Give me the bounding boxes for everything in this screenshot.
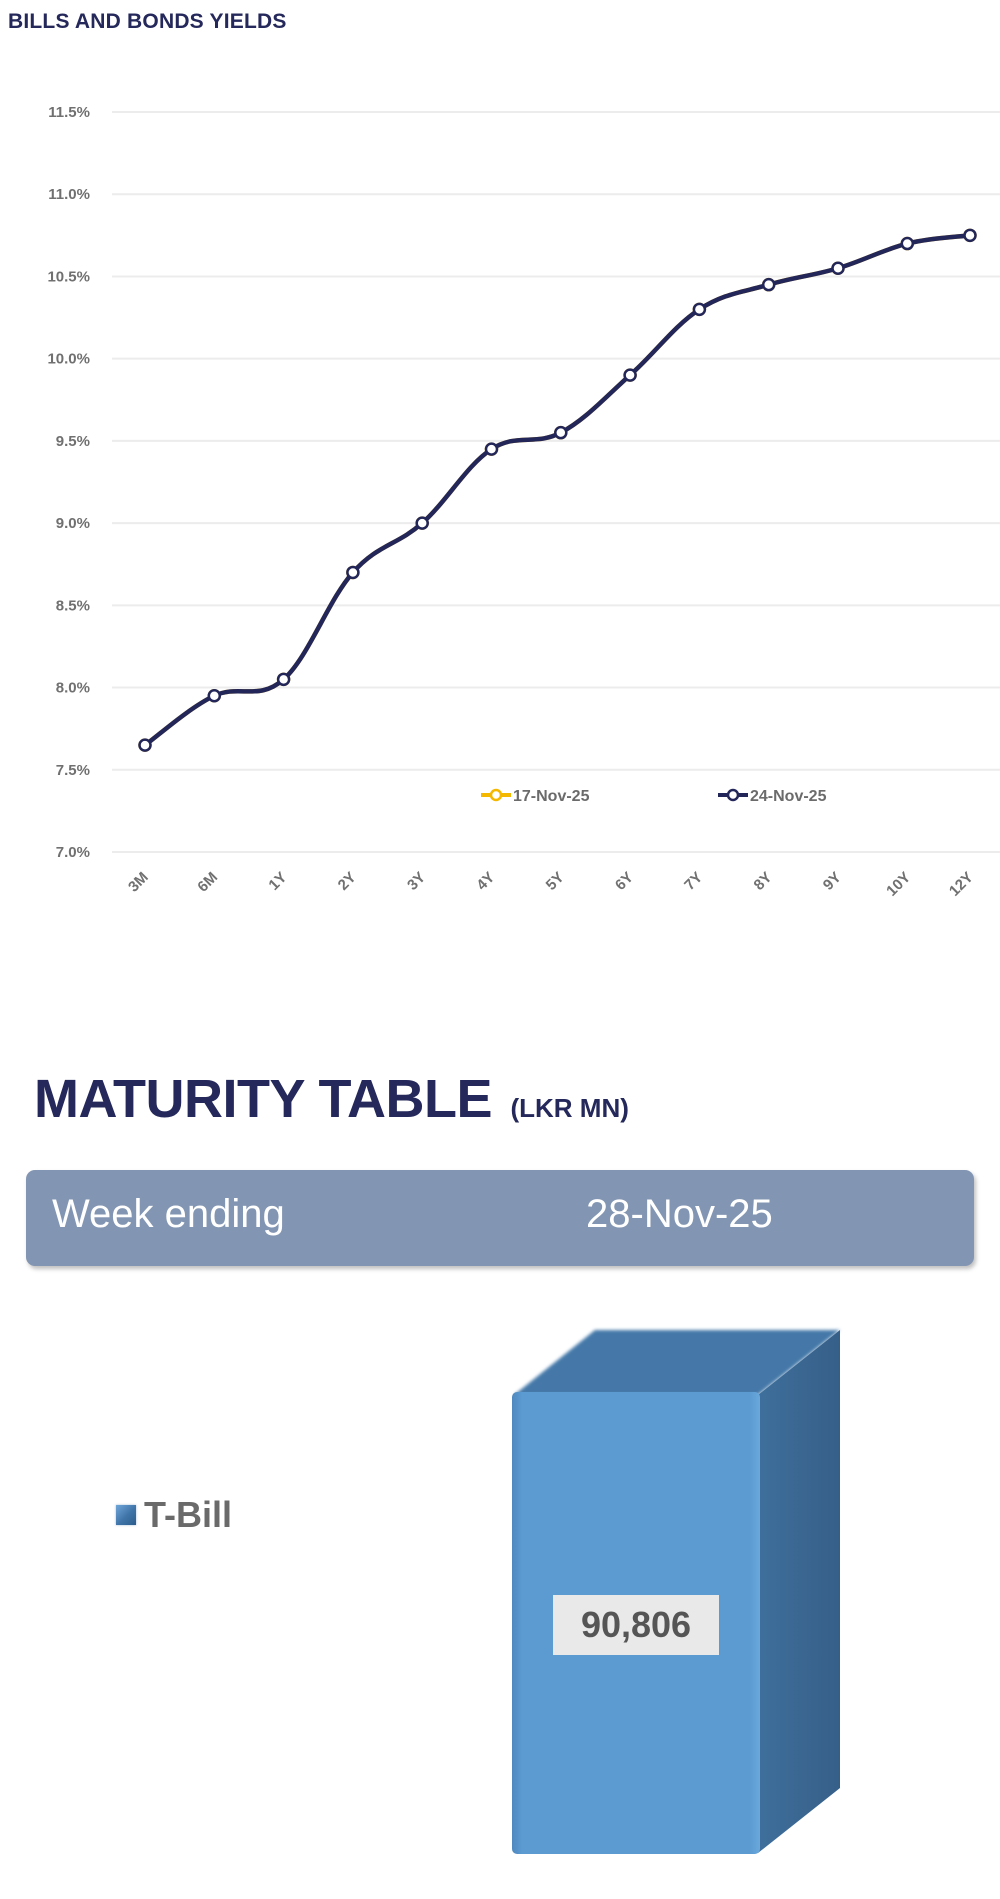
week-ending-bar: Week ending 28-Nov-25: [26, 1170, 974, 1266]
legend-label: 17-Nov-25: [513, 788, 590, 805]
data-point-marker: [963, 228, 977, 243]
bar-side-face: [758, 1330, 840, 1853]
series-24-nov-25: [138, 228, 977, 752]
legend-label: 24-Nov-25: [750, 788, 827, 805]
data-point-marker: [761, 277, 776, 292]
bar-value-label: 90,806: [553, 1595, 719, 1655]
chart-title: BILLS AND BONDS YIELDS: [8, 10, 287, 33]
y-tick-label: 10.5%: [47, 268, 90, 285]
y-tick-label: 7.5%: [56, 762, 90, 779]
legend-label-t-bill: T-Bill: [144, 1494, 232, 1535]
legend-item-17-nov-25: 17-Nov-25: [481, 788, 590, 805]
maturity-unit: (LKR MN): [510, 1093, 629, 1123]
legend-square-icon: [116, 1505, 136, 1525]
data-point-marker: [554, 425, 568, 440]
maturity-title-text: MATURITY TABLE: [34, 1069, 492, 1129]
t-bill-bar: [512, 1330, 840, 1854]
yield-curve-chart: 7.0% 7.5% 8.0% 8.5% 9.0% 9.5% 10.0% 10.5% 11.0% 1…: [47, 104, 1000, 900]
data-point-marker: [831, 261, 845, 275]
bar-top-face: [514, 1330, 840, 1395]
y-tick-label: 9.5%: [56, 433, 90, 450]
y-tick-label: 11.5%: [48, 104, 90, 121]
data-point-marker: [623, 368, 637, 382]
legend-item-24-nov-25: 24-Nov-25: [718, 788, 827, 805]
data-point-marker: [484, 442, 499, 456]
y-tick-label: 11.0%: [48, 186, 90, 203]
y-tick-label: 10.0%: [47, 351, 90, 368]
data-point-marker: [207, 689, 222, 703]
week-ending-value: 28-Nov-25: [586, 1192, 773, 1236]
y-tick-label: 8.5%: [56, 597, 90, 614]
data-point-marker: [346, 565, 360, 580]
maturity-legend: T-Bill: [116, 1494, 232, 1536]
gridlines: [112, 111, 1000, 853]
y-tick-label: 9.0%: [56, 515, 90, 532]
legend-marker-icon: [726, 788, 740, 802]
y-tick-label: 8.0%: [56, 680, 90, 697]
data-point-marker: [692, 302, 707, 317]
data-point-marker: [415, 516, 429, 530]
y-axis-labels: 7.0% 7.5% 8.0% 8.5% 9.0% 9.5% 10.0% 10.5% 11.0% 1…: [47, 104, 90, 861]
chart-legend: 17-Nov-25 24-Nov-25: [481, 788, 827, 805]
maturity-table-title: MATURITY TABLE (LKR MN): [34, 1068, 629, 1130]
week-ending-label: Week ending: [52, 1192, 285, 1236]
y-tick-label: 7.0%: [56, 844, 90, 861]
data-point-marker: [276, 672, 291, 687]
legend-marker-icon: [489, 788, 503, 802]
data-point-marker: [900, 236, 915, 251]
data-point-marker: [138, 738, 152, 752]
